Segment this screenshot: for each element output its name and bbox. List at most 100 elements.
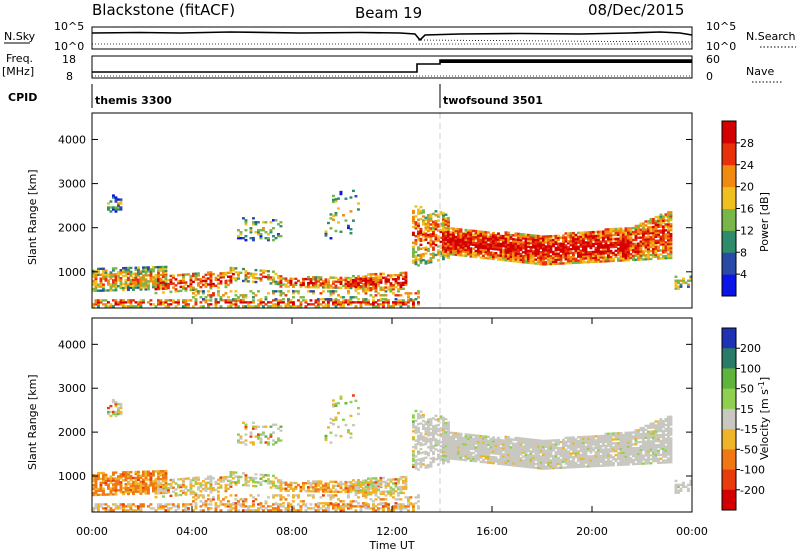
- power-cell: [589, 246, 593, 250]
- power-cell: [647, 245, 650, 249]
- power-cell: [412, 225, 415, 229]
- velocity-cell: [537, 445, 540, 448]
- velocity-cell: [94, 491, 98, 495]
- velocity-cell: [344, 482, 348, 486]
- velocity-cell: [217, 486, 220, 489]
- power-cell: [222, 294, 225, 297]
- power-cell: [114, 281, 118, 284]
- velocity-cell: [437, 455, 440, 458]
- power-cell: [472, 235, 475, 239]
- power-cell: [362, 301, 365, 304]
- power-cell: [164, 271, 168, 275]
- velocity-cell: [509, 438, 513, 441]
- velocity-cell: [484, 445, 488, 448]
- velocity-cell: [482, 460, 485, 464]
- velocity-cell: [172, 486, 175, 489]
- power-cell: [532, 262, 535, 265]
- power-cell: [552, 258, 555, 262]
- power-cell: [114, 200, 118, 203]
- velocity-cell: [224, 503, 228, 506]
- power-cell: [282, 283, 285, 286]
- power-cell: [374, 280, 378, 284]
- velocity-cell: [489, 437, 493, 441]
- velocity-cell: [157, 470, 160, 473]
- power-cell: [599, 230, 603, 233]
- power-cell: [374, 294, 378, 297]
- velocity-cell: [312, 496, 315, 499]
- power-cell: [472, 241, 475, 244]
- power-cell: [507, 237, 510, 240]
- velocity-cell: [282, 496, 285, 499]
- velocity-cell: [217, 505, 220, 508]
- velocity-cell: [309, 482, 313, 485]
- power-cell: [524, 243, 528, 246]
- velocity-cell: [202, 479, 205, 483]
- power-cell: [144, 278, 148, 281]
- power-cell: [327, 282, 330, 285]
- power-cell: [612, 245, 615, 249]
- velocity-cell: [217, 490, 220, 493]
- power-cell: [534, 248, 538, 251]
- power-cell: [334, 290, 338, 293]
- velocity-cell: [457, 440, 460, 443]
- power-cell: [184, 301, 188, 304]
- power-cell: [327, 305, 330, 308]
- power-cell: [474, 245, 478, 249]
- power-cell: [164, 277, 168, 281]
- power-cell: [514, 246, 518, 249]
- velocity-cell: [504, 451, 508, 454]
- power-cell: [157, 303, 160, 306]
- power-cell: [634, 232, 638, 236]
- velocity-cell: [422, 415, 425, 419]
- power-cell: [94, 279, 98, 283]
- velocity-cell: [379, 498, 383, 501]
- velocity-cell: [382, 492, 385, 495]
- power-cell: [247, 305, 250, 308]
- velocity-cell: [212, 488, 215, 492]
- power-cell: [154, 281, 158, 285]
- power-cell: [582, 257, 585, 260]
- power-cell: [589, 233, 593, 236]
- power-cell: [387, 278, 390, 281]
- power-cell: [162, 285, 165, 288]
- power-cell: [537, 252, 540, 256]
- power-cell: [99, 281, 103, 284]
- power-cell: [262, 275, 265, 278]
- velocity-cell: [414, 463, 418, 466]
- power-cell: [554, 234, 558, 238]
- power-cell: [552, 256, 555, 260]
- power-cell: [549, 258, 553, 262]
- velocity-cell: [322, 502, 325, 505]
- power-cell: [549, 246, 553, 250]
- velocity-cell: [389, 509, 393, 512]
- power-cell: [534, 258, 538, 261]
- velocity-cell: [187, 509, 190, 512]
- power-cell: [589, 258, 593, 262]
- power-cell: [447, 234, 450, 238]
- velocity-cell: [537, 457, 540, 460]
- power-cell: [162, 291, 165, 294]
- power-cell: [454, 245, 458, 249]
- power-cell: [557, 256, 560, 259]
- power-cell: [502, 242, 505, 246]
- power-cell: [584, 247, 588, 250]
- power-cell: [637, 224, 640, 228]
- velocity-cell: [217, 482, 220, 485]
- velocity-cell: [112, 493, 115, 496]
- power-cell: [574, 247, 578, 251]
- power-cell: [424, 246, 428, 249]
- power-cell: [179, 279, 183, 283]
- power-cell: [152, 285, 155, 289]
- power-cell: [349, 278, 353, 282]
- power-cell: [349, 280, 353, 284]
- velocity-cell: [129, 478, 133, 482]
- power-cell: [384, 290, 388, 293]
- velocity-cell: [142, 472, 145, 475]
- velocity-cell: [112, 503, 115, 506]
- power-cell: [419, 205, 423, 209]
- velocity-cell: [499, 454, 503, 458]
- velocity-cell: [279, 483, 283, 486]
- power-cell: [427, 213, 430, 217]
- power-cell: [624, 257, 628, 260]
- power-cell: [594, 242, 598, 246]
